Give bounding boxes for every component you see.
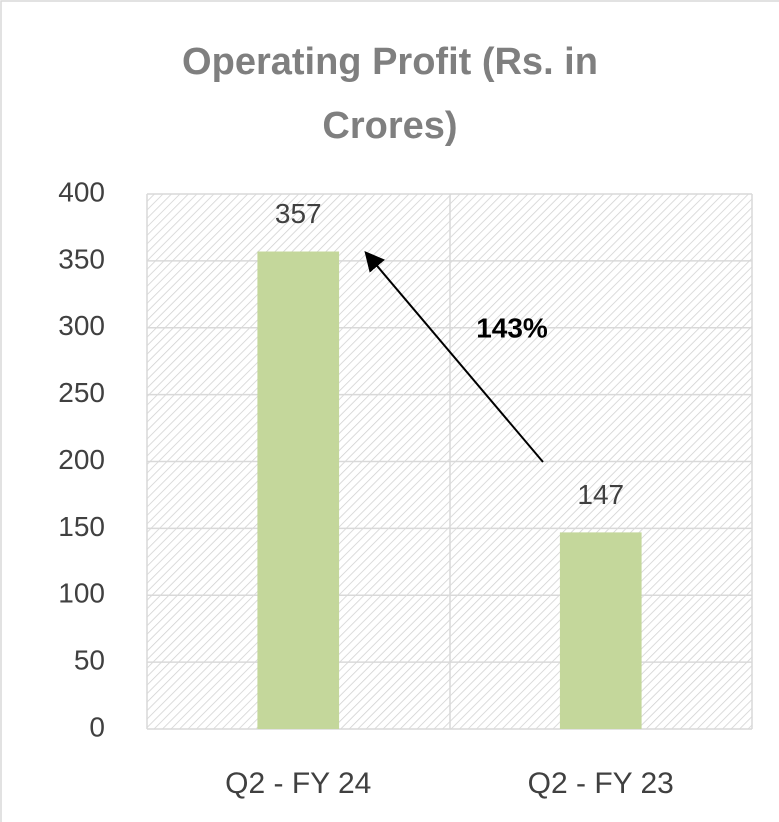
y-tick-label: 50 bbox=[74, 645, 105, 676]
x-tick-label: Q2 - FY 24 bbox=[225, 767, 371, 800]
arrow bbox=[364, 250, 544, 463]
y-tick-label: 350 bbox=[58, 243, 105, 274]
y-tick-label: 250 bbox=[58, 377, 105, 408]
data-label: 147 bbox=[577, 479, 624, 510]
bar bbox=[559, 532, 642, 729]
y-tick-label: 0 bbox=[89, 711, 105, 742]
bar bbox=[257, 251, 340, 729]
y-tick-label: 400 bbox=[58, 176, 105, 207]
y-tick-label: 300 bbox=[58, 310, 105, 341]
chart-title: Operating Profit (Rs. in Crores) bbox=[182, 41, 598, 147]
data-label: 357 bbox=[275, 198, 322, 229]
y-tick-label: 200 bbox=[58, 444, 105, 475]
y-tick-label: 100 bbox=[58, 578, 105, 609]
x-tick-label: Q2 - FY 23 bbox=[528, 767, 674, 800]
y-tick-label: 150 bbox=[58, 511, 105, 542]
annotation: 143% bbox=[476, 312, 548, 343]
